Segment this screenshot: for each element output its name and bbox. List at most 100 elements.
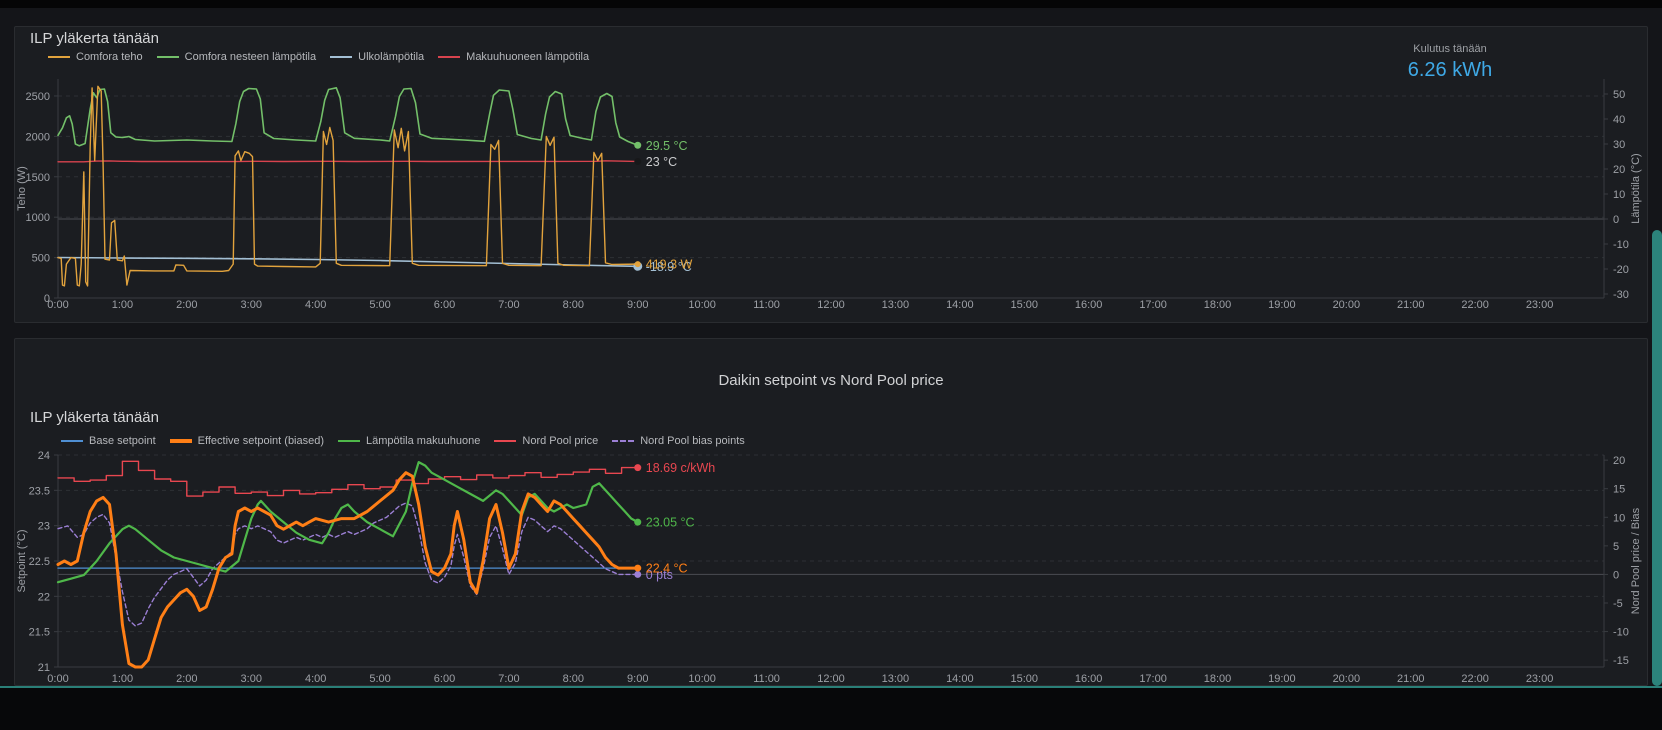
legend-item-comfora-nesteen-lampotila[interactable]: Comfora nesteen lämpötila	[156, 51, 317, 63]
legend-item-lampotila-makuuhuone[interactable]: Lämpötila makuuhuone	[338, 435, 480, 447]
svg-text:8:00: 8:00	[563, 673, 584, 685]
svg-text:20:00: 20:00	[1333, 299, 1361, 311]
svg-text:21.5: 21.5	[29, 627, 50, 639]
panel1-chart[interactable]: 0 500 1000 1500 2000 2500 -30 -20 -10 0 10 20 30 40 50…	[15, 27, 1649, 324]
svg-text:3:00: 3:00	[241, 299, 262, 311]
legend-item-ulkolampotila[interactable]: Ulkolämpötila	[330, 51, 424, 63]
svg-text:15:00: 15:00	[1010, 299, 1038, 311]
legend-swatch	[612, 440, 635, 442]
svg-text:17:00: 17:00	[1139, 673, 1167, 685]
svg-text:23.05 °C: 23.05 °C	[646, 516, 695, 530]
legend-swatch	[438, 56, 461, 58]
svg-text:2000: 2000	[26, 131, 50, 143]
svg-text:7:00: 7:00	[498, 673, 519, 685]
legend-label: Comfora nesteen lämpötila	[184, 51, 317, 63]
svg-text:22: 22	[38, 591, 50, 603]
legend-label: Base setpoint	[89, 435, 156, 447]
legend-label: Nord Pool price	[522, 435, 599, 447]
svg-text:22:00: 22:00	[1461, 299, 1489, 311]
svg-text:11:00: 11:00	[753, 299, 780, 311]
window-top-edge	[0, 0, 1662, 8]
svg-text:15:00: 15:00	[1010, 673, 1038, 685]
svg-text:20: 20	[1613, 455, 1625, 467]
svg-text:12:00: 12:00	[817, 299, 845, 311]
svg-text:23 °C: 23 °C	[646, 155, 677, 169]
svg-text:1:00: 1:00	[112, 299, 133, 311]
panel2-title[interactable]: Daikin setpoint vs Nord Pool price	[718, 372, 944, 389]
svg-text:15: 15	[1613, 484, 1625, 496]
panel2-legend: Base setpoint Effective setpoint (biased…	[61, 435, 745, 447]
panel2-subtitle: ILP yläkerta tänään	[30, 409, 159, 426]
svg-text:21: 21	[38, 662, 50, 674]
svg-text:5:00: 5:00	[369, 673, 390, 685]
svg-text:7:00: 7:00	[498, 299, 519, 311]
legend-item-makuuhuoneen-lampotila[interactable]: Makuuhuoneen lämpötila	[438, 51, 589, 63]
svg-text:-18.9 °C: -18.9 °C	[646, 260, 692, 274]
svg-text:500: 500	[32, 253, 50, 265]
svg-text:19:00: 19:00	[1268, 673, 1296, 685]
svg-text:22.5: 22.5	[29, 556, 50, 568]
svg-text:419.3 W: 419.3 W	[646, 258, 693, 272]
svg-text:18.69 c/kWh: 18.69 c/kWh	[646, 461, 716, 475]
panel2-chart[interactable]: 21 21.5 22 22.5 23 23.5 24 -15 -10 -5 0 5 10 15 20 0:00…	[15, 339, 1649, 687]
svg-text:22.4 °C: 22.4 °C	[646, 562, 688, 576]
svg-text:0 pts: 0 pts	[646, 568, 673, 582]
panel-daikin-setpoint-vs-nordpool: 21 21.5 22 22.5 23 23.5 24 -15 -10 -5 0 5 10 15 20 0:00…	[14, 338, 1648, 686]
svg-text:18:00: 18:00	[1204, 673, 1232, 685]
panel-ilp-ylakerta-power: 0 500 1000 1500 2000 2500 -30 -20 -10 0 10 20 30 40 50…	[14, 26, 1648, 323]
legend-item-comfora-teho[interactable]: Comfora teho	[48, 51, 143, 63]
panel1-legend: Comfora teho Comfora nesteen lämpötila U…	[48, 51, 589, 63]
svg-text:0: 0	[1613, 569, 1619, 581]
consumption-stat-value: 6.26 kWh	[1407, 59, 1493, 81]
svg-text:23: 23	[38, 521, 50, 533]
svg-text:6:00: 6:00	[434, 299, 455, 311]
legend-label: Nord Pool bias points	[640, 435, 745, 447]
svg-text:18:00: 18:00	[1204, 299, 1232, 311]
svg-text:0:00: 0:00	[47, 673, 68, 685]
svg-text:5: 5	[1613, 541, 1619, 553]
panel1-title[interactable]: ILP yläkerta tänään	[30, 30, 159, 47]
svg-text:21:00: 21:00	[1397, 673, 1425, 685]
svg-text:22:00: 22:00	[1461, 673, 1489, 685]
svg-text:40: 40	[1613, 114, 1625, 126]
legend-swatch	[156, 56, 179, 58]
legend-label: Makuuhuoneen lämpötila	[466, 51, 590, 63]
svg-text:2:00: 2:00	[176, 673, 197, 685]
legend-item-nordpool-price[interactable]: Nord Pool price	[494, 435, 598, 447]
svg-text:1000: 1000	[26, 212, 50, 224]
svg-text:4:00: 4:00	[305, 299, 326, 311]
svg-text:10:00: 10:00	[688, 299, 716, 311]
scrollbar[interactable]	[1652, 230, 1662, 686]
svg-text:-5: -5	[1613, 598, 1623, 610]
legend-item-effective-setpoint[interactable]: Effective setpoint (biased)	[169, 435, 325, 447]
window-footer	[0, 688, 1662, 730]
legend-label: Lämpötila makuuhuone	[366, 435, 481, 447]
svg-text:8:00: 8:00	[563, 299, 584, 311]
svg-text:23.5: 23.5	[29, 485, 50, 497]
svg-text:-15: -15	[1613, 655, 1629, 667]
legend-label: Ulkolämpötila	[358, 51, 425, 63]
legend-item-nordpool-bias-points[interactable]: Nord Pool bias points	[612, 435, 745, 447]
svg-text:6:00: 6:00	[434, 673, 455, 685]
svg-text:21:00: 21:00	[1397, 299, 1425, 311]
svg-text:0: 0	[44, 293, 50, 305]
svg-text:17:00: 17:00	[1139, 299, 1167, 311]
svg-text:-10: -10	[1613, 627, 1629, 639]
legend-swatch	[169, 439, 192, 443]
svg-text:20:00: 20:00	[1333, 673, 1361, 685]
svg-text:-30: -30	[1613, 289, 1629, 301]
consumption-stat: Kulutus tänään 6.26 kWh	[1350, 43, 1550, 82]
svg-text:14:00: 14:00	[946, 673, 974, 685]
legend-label: Effective setpoint (biased)	[197, 435, 325, 447]
svg-text:10: 10	[1613, 512, 1625, 524]
svg-text:12:00: 12:00	[817, 673, 845, 685]
svg-text:13:00: 13:00	[882, 299, 910, 311]
legend-label: Comfora teho	[76, 51, 143, 63]
svg-text:30: 30	[1613, 139, 1625, 151]
svg-text:16:00: 16:00	[1075, 673, 1103, 685]
svg-text:11:00: 11:00	[753, 673, 780, 685]
legend-item-base-setpoint[interactable]: Base setpoint	[61, 435, 156, 447]
svg-text:Teho (W): Teho (W)	[16, 166, 28, 211]
svg-text:1500: 1500	[26, 172, 50, 184]
svg-text:2500: 2500	[26, 91, 50, 103]
